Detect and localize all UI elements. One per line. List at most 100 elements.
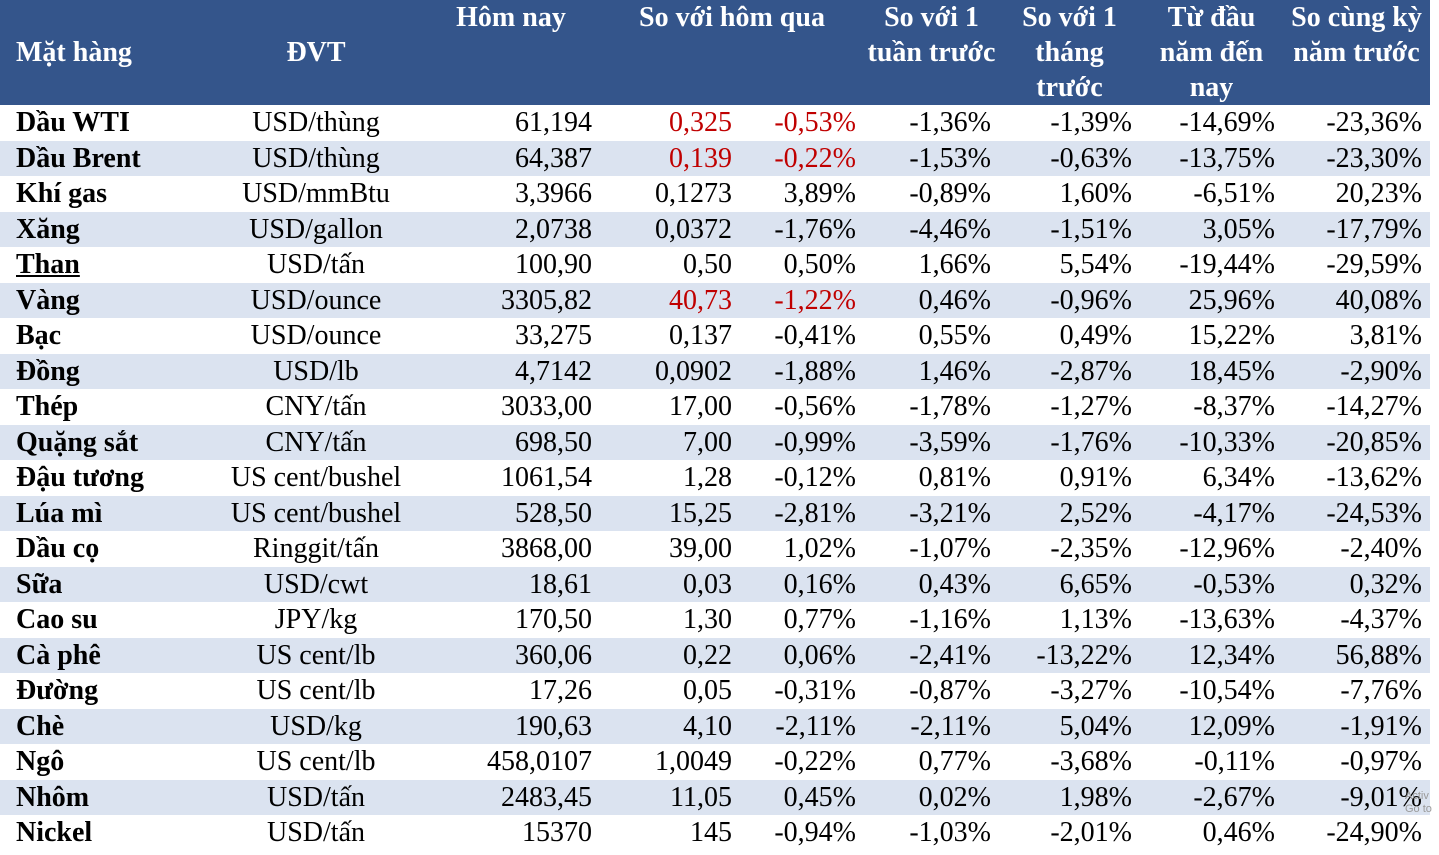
cell-today[interactable]: 528,50 xyxy=(515,497,592,529)
header-vs-yesterday[interactable]: So với hôm qua xyxy=(639,2,825,33)
table-row[interactable]: Đồng USD/lb 4,7142 0,0902 -1,88% 1,46% -2,87% 1… xyxy=(0,353,1430,389)
cell-vs-week[interactable]: -4,46% xyxy=(909,213,991,245)
cell-vs-month[interactable]: -1,51% xyxy=(1050,213,1132,245)
cell-change-pct[interactable]: -0,56% xyxy=(774,391,856,423)
cell-unit[interactable]: US cent/lb xyxy=(256,639,376,671)
cell-today[interactable]: 100,90 xyxy=(515,249,592,281)
cell-unit[interactable]: USD/thùng xyxy=(252,142,380,174)
cell-vs-week[interactable]: 0,02% xyxy=(918,781,991,813)
cell-change[interactable]: 7,00 xyxy=(683,426,732,458)
cell-change[interactable]: 0,0372 xyxy=(655,213,732,245)
table-row[interactable]: Lúa mì US cent/bushel 528,50 15,25 -2,81% -3,… xyxy=(0,495,1430,531)
cell-change[interactable]: 0,1273 xyxy=(655,178,732,210)
cell-ytd[interactable]: -0,11% xyxy=(1194,746,1275,778)
cell-yoy[interactable]: -20,85% xyxy=(1326,426,1422,458)
cell-yoy[interactable]: 40,08% xyxy=(1335,284,1422,316)
cell-commodity[interactable]: Đậu tương xyxy=(16,462,144,494)
cell-vs-month[interactable]: 0,49% xyxy=(1059,320,1132,352)
cell-vs-week[interactable]: -1,36% xyxy=(909,107,991,139)
cell-ytd[interactable]: -6,51% xyxy=(1193,178,1275,210)
cell-commodity[interactable]: Than xyxy=(0,247,210,283)
cell-unit[interactable]: USD/cwt xyxy=(263,568,369,600)
cell-yoy[interactable]: -23,30% xyxy=(1326,142,1422,174)
cell-yoy[interactable]: -2,40% xyxy=(1340,533,1422,565)
cell-unit[interactable]: USD/ounce xyxy=(250,320,382,352)
cell-commodity[interactable]: Dầu Brent xyxy=(16,142,141,174)
cell-vs-month[interactable]: -2,87% xyxy=(1050,355,1132,387)
cell-change-pct[interactable]: -0,41% xyxy=(774,320,856,352)
cell-change[interactable]: 0,0902 xyxy=(655,355,732,387)
cell-vs-month[interactable]: -13,22% xyxy=(1036,639,1132,671)
cell-yoy[interactable]: -24,90% xyxy=(1326,817,1422,849)
cell-vs-month[interactable]: -0,63% xyxy=(1050,142,1132,174)
cell-change[interactable]: 1,0049 xyxy=(655,746,732,778)
cell-today[interactable]: 360,06 xyxy=(515,639,592,671)
cell-change-pct[interactable]: 1,02% xyxy=(783,533,856,565)
cell-change-pct[interactable]: -0,12% xyxy=(774,462,856,494)
cell-yoy[interactable]: -0,97% xyxy=(1340,746,1422,778)
cell-ytd[interactable]: -2,67% xyxy=(1193,781,1275,813)
cell-change-pct[interactable]: -1,76% xyxy=(774,213,856,245)
cell-change[interactable]: 4,10 xyxy=(683,710,732,742)
cell-vs-week[interactable]: -2,41% xyxy=(909,639,991,671)
cell-yoy[interactable]: -14,27% xyxy=(1326,391,1422,423)
cell-unit[interactable]: US cent/bushel xyxy=(230,462,402,494)
table-row[interactable]: Cà phê US cent/lb 360,06 0,22 0,06% -2,41% -13… xyxy=(0,637,1430,673)
header-commodity[interactable]: Mặt hàng xyxy=(16,37,132,68)
cell-unit[interactable]: USD/tấn xyxy=(267,817,365,849)
cell-ytd[interactable]: -10,54% xyxy=(1179,675,1275,707)
cell-vs-week[interactable]: -1,07% xyxy=(909,533,991,565)
cell-unit[interactable]: USD/mmBtu xyxy=(242,178,390,210)
cell-commodity[interactable]: Đồng xyxy=(16,355,80,387)
cell-ytd[interactable]: -13,63% xyxy=(1179,604,1275,636)
commodity-name-link[interactable]: Than xyxy=(16,249,80,281)
cell-ytd[interactable]: -4,17% xyxy=(1193,497,1275,529)
cell-commodity[interactable]: Chè xyxy=(16,710,65,742)
cell-vs-month[interactable]: 6,65% xyxy=(1059,568,1132,600)
table-row[interactable]: Vàng USD/ounce 3305,82 40,73 -1,22% 0,46% -0,9… xyxy=(0,282,1430,318)
cell-today[interactable]: 2,0738 xyxy=(515,213,592,245)
cell-vs-month[interactable]: -1,39% xyxy=(1050,107,1132,139)
cell-change[interactable]: 0,03 xyxy=(683,568,732,600)
cell-vs-week[interactable]: -1,78% xyxy=(909,391,991,423)
cell-vs-week[interactable]: -3,21% xyxy=(909,497,991,529)
cell-unit[interactable]: US cent/bushel xyxy=(230,497,402,529)
cell-change[interactable]: 40,73 xyxy=(669,284,732,316)
cell-today[interactable]: 4,7142 xyxy=(515,355,592,387)
cell-change[interactable]: 0,325 xyxy=(669,107,732,139)
cell-ytd[interactable]: -0,53% xyxy=(1193,568,1275,600)
cell-today[interactable]: 2483,45 xyxy=(501,781,592,813)
cell-vs-week[interactable]: -0,87% xyxy=(909,675,991,707)
cell-vs-month[interactable]: 1,13% xyxy=(1059,604,1132,636)
cell-commodity[interactable]: Vàng xyxy=(16,284,80,316)
cell-change[interactable]: 17,00 xyxy=(669,391,732,423)
cell-commodity[interactable]: Đường xyxy=(16,675,99,707)
cell-ytd[interactable]: 12,09% xyxy=(1188,710,1275,742)
header-ytd[interactable]: Từ đầu năm đến nay xyxy=(1159,2,1264,103)
cell-yoy[interactable]: -29,59% xyxy=(1326,249,1422,281)
cell-change-pct[interactable]: -0,94% xyxy=(774,817,856,849)
cell-commodity[interactable]: Xăng xyxy=(16,213,80,245)
cell-yoy[interactable]: -23,36% xyxy=(1326,107,1422,139)
cell-unit[interactable]: USD/kg xyxy=(270,710,362,742)
table-row[interactable]: Ngô US cent/lb 458,0107 1,0049 -0,22% 0,77% -3… xyxy=(0,744,1430,780)
cell-unit[interactable]: CNY/tấn xyxy=(265,391,367,423)
header-vs-month[interactable]: So với 1 tháng trước xyxy=(1022,2,1117,103)
cell-vs-month[interactable]: -3,68% xyxy=(1050,746,1132,778)
cell-commodity[interactable]: Dầu cọ xyxy=(16,533,100,565)
cell-commodity[interactable]: Nhôm xyxy=(16,781,90,813)
cell-today[interactable]: 61,194 xyxy=(515,107,592,139)
cell-vs-month[interactable]: 1,98% xyxy=(1059,781,1132,813)
cell-change[interactable]: 0,22 xyxy=(683,639,732,671)
cell-change-pct[interactable]: 0,16% xyxy=(783,568,856,600)
cell-vs-month[interactable]: 0,91% xyxy=(1059,462,1132,494)
cell-vs-month[interactable]: 1,60% xyxy=(1059,178,1132,210)
cell-vs-month[interactable]: -1,76% xyxy=(1050,426,1132,458)
cell-change[interactable]: 39,00 xyxy=(669,533,732,565)
cell-change-pct[interactable]: 0,45% xyxy=(783,781,856,813)
cell-vs-week[interactable]: -1,03% xyxy=(909,817,991,849)
cell-change-pct[interactable]: -0,22% xyxy=(774,142,856,174)
cell-vs-month[interactable]: 2,52% xyxy=(1059,497,1132,529)
cell-unit[interactable]: USD/lb xyxy=(273,355,359,387)
cell-yoy[interactable]: -7,76% xyxy=(1340,675,1422,707)
